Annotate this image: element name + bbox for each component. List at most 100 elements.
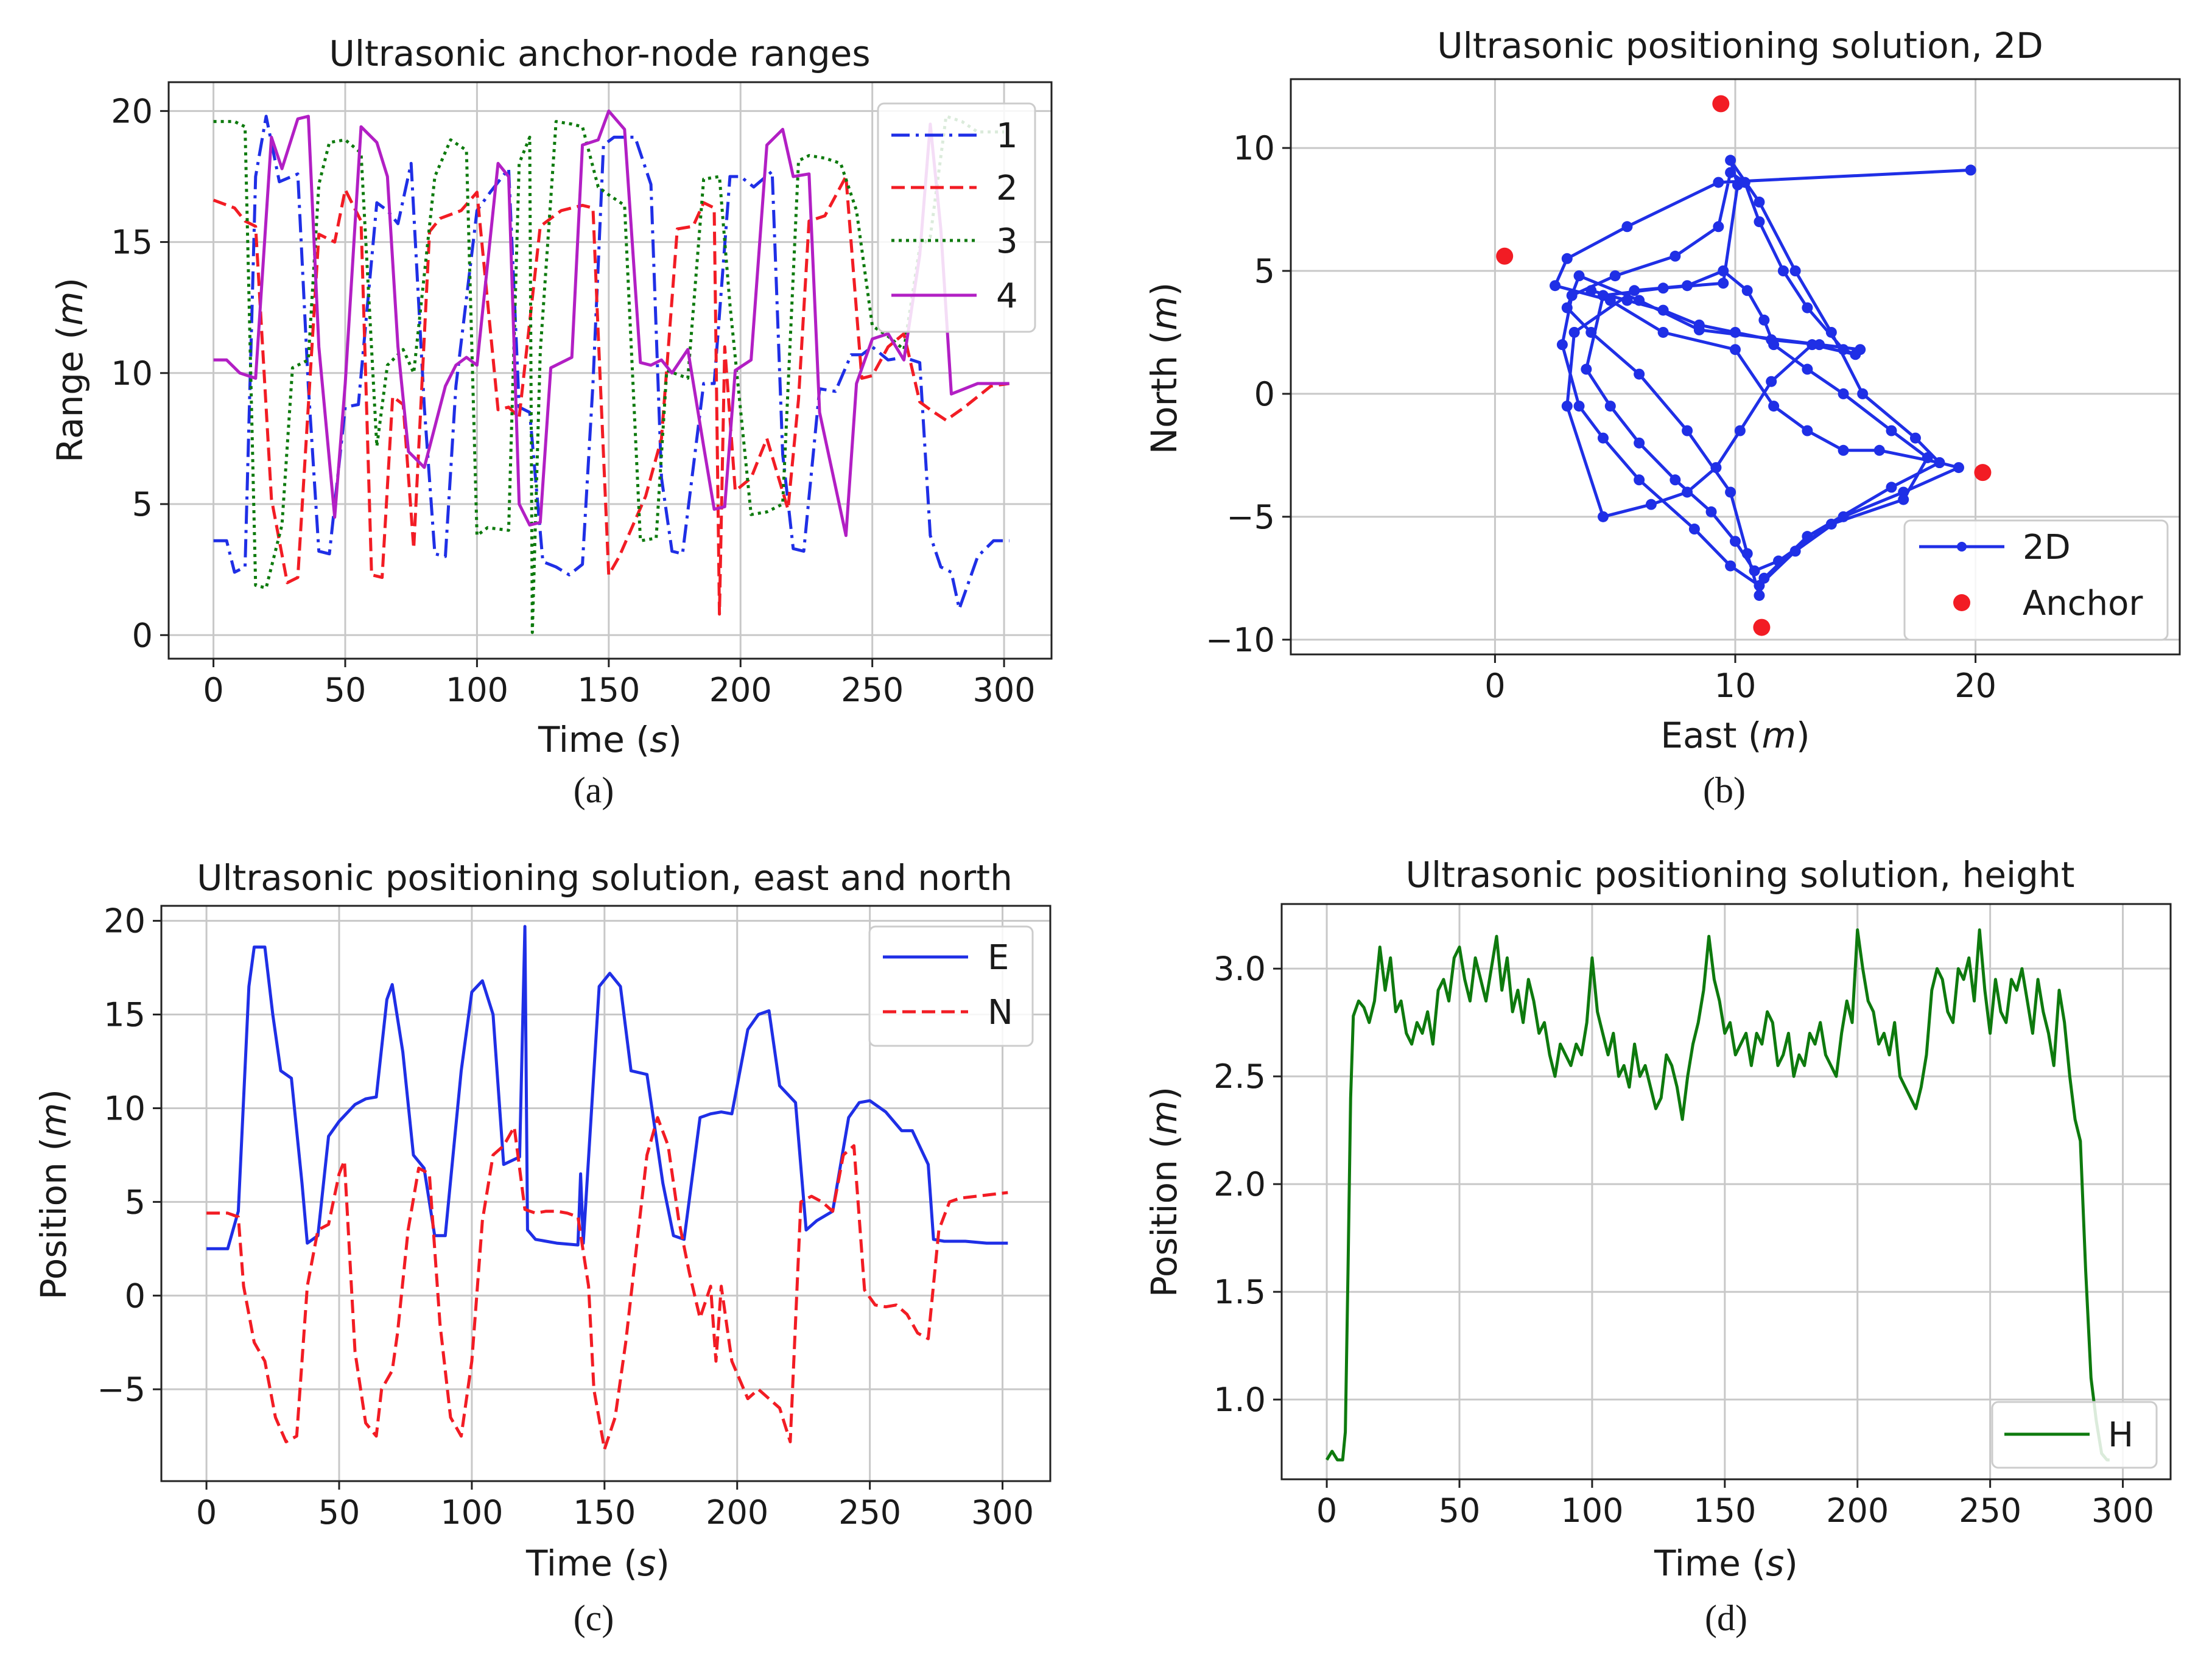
panel-c-y-axis-label: Position (m) xyxy=(33,1089,74,1300)
panel-c-y-tick-label: −5 xyxy=(97,1370,146,1409)
panel-a-x-axis-label: Time (s) xyxy=(538,719,682,760)
panel-c-y-tick-label: 0 xyxy=(125,1277,146,1315)
panel-b-series-2d-point xyxy=(1573,270,1585,282)
panel-c-title: Ultrasonic positioning solution, east an… xyxy=(197,857,1013,899)
panel-d-y-tick-label: 1.5 xyxy=(1213,1273,1266,1311)
panel-b-series-2d-point xyxy=(1693,319,1705,331)
panel-b-series-2d-point xyxy=(1754,590,1765,601)
panel-b-series-2d-point xyxy=(1789,545,1801,557)
panel-b-series-2d-point xyxy=(1561,302,1573,314)
panel-b-series-2d-point xyxy=(1754,196,1765,208)
panel-c-x-tick-label: 50 xyxy=(318,1493,360,1532)
panel-b-series-2d-point xyxy=(1682,280,1693,292)
panel-c-east-north-chart: Ultrasonic positioning solution, east an… xyxy=(33,857,1052,1638)
panel-b-series-2d-point xyxy=(1777,265,1789,276)
panel-b-series-2d-point xyxy=(1670,474,1681,486)
panel-b-series-2d-point xyxy=(1825,518,1837,530)
panel-b-series-2d-point xyxy=(1909,432,1921,444)
panel-b-y-tick-label: −5 xyxy=(1226,498,1275,536)
panel-d-y-tick-label: 3.0 xyxy=(1213,950,1266,988)
panel-b-series-2d-point xyxy=(1573,401,1585,412)
panel-c-y-tick-label: 5 xyxy=(125,1183,146,1221)
panel-a-series-1-line xyxy=(213,114,1009,611)
panel-b-series-2d-point xyxy=(1855,344,1866,356)
panel-b-series-2d-point xyxy=(1873,444,1885,456)
panel-b-series-2d-point xyxy=(1710,462,1722,474)
panel-a-y-tick-label: 10 xyxy=(111,354,153,393)
panel-b-series-2d-point xyxy=(1585,326,1597,338)
panel-a-series-4-line xyxy=(213,109,1009,538)
panel-b-series-2d-point xyxy=(1670,250,1681,262)
panel-b-series-2d-point xyxy=(1634,368,1645,380)
panel-b-x-axis-label: East (m) xyxy=(1660,715,1810,756)
panel-b-series-2d-point xyxy=(1758,314,1770,326)
panel-b-y-tick-label: −10 xyxy=(1206,621,1275,659)
legend-a-label-4: 4 xyxy=(996,276,1018,316)
panel-d-series-h-line xyxy=(1325,928,2110,1462)
panel-d-height-chart: Ultrasonic positioning solution, height … xyxy=(1143,854,2172,1638)
panel-b-series-2d-point xyxy=(1758,572,1770,584)
legend-b-marker-2d xyxy=(1957,542,1967,552)
panel-a-x-tick-label: 0 xyxy=(203,671,223,709)
panel-b-series-2d-point xyxy=(1566,290,1578,301)
panel-b-series-2d-point xyxy=(1934,457,1945,468)
panel-b-series-2d-point xyxy=(1568,326,1580,338)
panel-b-series-2d-point xyxy=(1802,531,1813,542)
panel-a-x-tick-label: 300 xyxy=(973,671,1036,709)
panel-b-series-2d-point xyxy=(1741,548,1753,559)
panel-b-x-tick-label: 20 xyxy=(1954,667,1996,705)
panel-a-series-2-line xyxy=(212,175,1010,616)
panel-b-series-2d-point xyxy=(1585,285,1597,296)
panel-b-series-2d-point xyxy=(1561,253,1573,264)
panel-b-series-2d-point xyxy=(1657,326,1669,338)
panel-b-series-2d-point xyxy=(1922,452,1933,463)
panel-b-series-anchor-point xyxy=(1753,618,1771,636)
panel-c-x-tick-label: 150 xyxy=(573,1493,636,1532)
panel-a-range-chart: Ultrasonic anchor-node ranges 0 50 100 150 2… xyxy=(49,33,1053,810)
panel-b-series-2d-point xyxy=(1838,344,1849,356)
panel-b-series-2d-point xyxy=(1725,560,1736,572)
panel-d-x-tick-label: 50 xyxy=(1439,1491,1481,1530)
panel-b-series-2d-point xyxy=(1682,425,1693,436)
legend-b-label-2d: 2D xyxy=(2023,528,2071,567)
panel-b-series-2d-point xyxy=(1773,555,1785,567)
panel-b-series-2d-point xyxy=(1766,334,1777,346)
panel-b-series-2d-point xyxy=(1725,155,1736,166)
panel-b-series-2d-point xyxy=(1766,376,1777,387)
panel-a-title: Ultrasonic anchor-node ranges xyxy=(329,33,870,74)
panel-b-series-2d-point xyxy=(1634,437,1645,449)
panel-b-series-2d-point xyxy=(1814,339,1825,351)
panel-d-legend: H xyxy=(1991,1401,2158,1469)
panel-b-series-2d-point xyxy=(1730,536,1741,547)
legend-d-label-h: H xyxy=(2108,1415,2133,1455)
panel-b-series-2d-point xyxy=(1550,280,1561,292)
panel-b-series-2d-point xyxy=(1718,278,1729,289)
panel-b-series-2d-point xyxy=(1838,511,1849,522)
panel-a-series-3-line xyxy=(213,114,1005,634)
panel-b-series-2d-point xyxy=(1732,179,1743,191)
panel-c-x-tick-label: 0 xyxy=(196,1493,217,1532)
panel-b-x-tick-label: 0 xyxy=(1484,667,1505,705)
panel-b-series-2d-point xyxy=(1645,499,1657,510)
panel-c-x-tick-label: 200 xyxy=(706,1493,768,1532)
panel-a-x-tick-label: 50 xyxy=(325,671,367,709)
panel-b-2d-chart: Ultrasonic positioning solution, 2D 0 10 2… xyxy=(1143,25,2181,810)
legend-a-label-3: 3 xyxy=(996,222,1018,261)
panel-c-x-tick-label: 250 xyxy=(838,1493,901,1532)
panel-b-series-2d-point xyxy=(1561,401,1573,412)
panel-b-series-2d-point xyxy=(1886,482,1897,493)
panel-b-series-2d-point xyxy=(1754,216,1765,228)
panel-b-series-2d-point xyxy=(1730,326,1741,338)
panel-b-series-2d-point xyxy=(1802,425,1813,436)
panel-b-series-2d-point xyxy=(1634,474,1645,486)
panel-a-x-tick-label: 150 xyxy=(577,671,640,709)
panel-b-series-2d-point xyxy=(1609,270,1621,282)
legend-a-label-2: 2 xyxy=(996,169,1018,208)
panel-b-series-2d-point xyxy=(1802,363,1813,375)
panel-b-series-2d-point xyxy=(1629,285,1640,296)
panel-c-legend: E N xyxy=(868,925,1034,1047)
panel-d-plot-frame xyxy=(1280,903,2172,1481)
panel-b-series-2d-point xyxy=(1857,388,1869,399)
panel-b-series-2d-point xyxy=(1718,265,1729,276)
